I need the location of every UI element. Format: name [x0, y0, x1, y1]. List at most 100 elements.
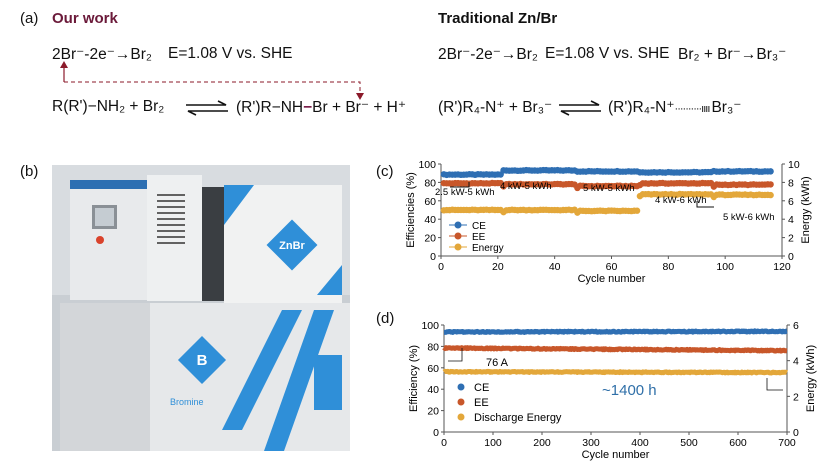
x-tick-label: 120 — [773, 261, 791, 273]
discharge-energy-series — [442, 368, 789, 376]
product-ammonium: (R')R₄-N⁺ — [608, 99, 675, 116]
x-axis-title: Cycle number — [582, 449, 650, 461]
tribromide-equation: Br₂ + Br⁻→Br₃⁻ — [678, 46, 787, 63]
traditional-oxidation-equation: 2Br⁻-2e⁻→Br₂ — [438, 46, 538, 63]
ee-series — [442, 345, 789, 354]
n-br-bond: − — [303, 99, 313, 116]
equilibrium-arrow-icon — [559, 100, 601, 116]
arrow-left-icon — [450, 182, 470, 188]
segment-label: 4 kW-6 kWh — [655, 195, 707, 206]
y-tick-label: 100 — [421, 320, 439, 332]
y2-tick-label: 0 — [788, 251, 794, 263]
legend-marker — [454, 232, 462, 240]
legend-marker — [454, 221, 462, 229]
legend-label: CE — [472, 221, 486, 232]
y-tick-label: 0 — [430, 251, 436, 263]
y-tick-label: 60 — [427, 363, 439, 375]
legend-marker — [457, 398, 465, 406]
x-tick-label: 600 — [729, 437, 747, 449]
regeneration-arrow — [60, 61, 364, 100]
our-potential: E=1.08 V vs. SHE — [168, 45, 293, 62]
energy-point — [633, 207, 641, 214]
panel-a-label: (a) — [20, 10, 39, 27]
our-reactants: R(R')−NH₂ + Br₂ — [52, 98, 165, 115]
ce-point — [767, 168, 774, 175]
emergency-stop-button — [96, 236, 104, 244]
duration-annotation: ~1400 h — [602, 382, 657, 399]
y-tick-label: 100 — [418, 159, 436, 171]
chart-d: 0 100 200 300 400 500 600 7000204060801000246Cy… — [408, 320, 817, 461]
equilibrium-arrow-icon — [186, 100, 228, 116]
traditional-potential: E=1.08 V vs. SHE — [545, 45, 670, 62]
x-tick-label: 0 — [438, 261, 444, 273]
traditional-products: (R')R₄-N⁺··········ıııı Br₃⁻ — [608, 99, 742, 116]
x-tick-label: 40 — [549, 261, 561, 273]
y2-tick-label: 6 — [788, 196, 794, 208]
segment-label: 4 kW-5 kWh — [500, 181, 552, 192]
segment-label: 5 kW-6 kWh — [723, 212, 775, 223]
x-tick-label: 700 — [778, 437, 796, 449]
legend-label: Energy — [472, 243, 504, 254]
x-tick-label: 500 — [680, 437, 698, 449]
traditional-title: Traditional Zn/Br — [438, 10, 558, 27]
x-axis-title: Cycle number — [578, 273, 646, 285]
y2-tick-label: 2 — [788, 233, 794, 245]
legend-marker — [457, 383, 465, 391]
ee-point — [767, 181, 774, 188]
x-tick-label: 200 — [533, 437, 551, 449]
y-tick-label: 40 — [427, 384, 439, 396]
battery-system-photo: ZnBr B Bromine — [52, 165, 350, 451]
x-tick-label: 100 — [716, 261, 734, 273]
legend-label: Discharge Energy — [474, 412, 562, 424]
ce-series — [442, 328, 789, 335]
product-rest: Br + Br⁻ + H⁺ — [312, 99, 407, 116]
y-tick-label: 80 — [427, 341, 439, 353]
y2-tick-label: 6 — [793, 320, 799, 332]
x-tick-label: 0 — [441, 437, 447, 449]
y-tick-label: 20 — [427, 406, 439, 418]
legend-label: EE — [472, 232, 486, 243]
traditional-reactants: (R')R₄-N⁺ + Br₃⁻ — [438, 99, 553, 116]
current-annotation: 76 A — [486, 357, 509, 369]
legend-marker — [457, 413, 465, 421]
our-oxidation-equation: 2Br⁻-2e⁻→Br₂ — [52, 46, 152, 63]
bromine-brand-text: Bromine — [170, 397, 204, 407]
y2-tick-label: 4 — [793, 356, 799, 368]
y-tick-label: 60 — [424, 196, 436, 208]
y-tick-label: 40 — [424, 214, 436, 226]
energy-point — [767, 191, 774, 199]
y2-axis-title: Energy (kWh) — [800, 176, 812, 243]
chart-c: 0 20 40 60 80 100 1200204060801000246810Cycle … — [405, 159, 812, 285]
x-tick-label: 300 — [582, 437, 600, 449]
y-axis-title: Efficiency (%) — [408, 345, 420, 412]
arrow-right-icon — [766, 378, 783, 391]
y-tick-label: 0 — [433, 427, 439, 439]
x-tick-label: 400 — [631, 437, 649, 449]
znbr-logo-text: ZnBr — [279, 240, 305, 252]
y-axis-title: Efficiencies (%) — [405, 172, 417, 248]
y2-tick-label: 2 — [793, 391, 799, 403]
y-tick-label: 20 — [424, 233, 436, 245]
product-tribromide: Br₃⁻ — [711, 99, 742, 116]
y2-tick-label: 10 — [788, 159, 800, 171]
x-tick-label: 60 — [606, 261, 618, 273]
x-tick-label: 20 — [492, 261, 504, 273]
segment-label: 2.5 kW-5 kWh — [435, 187, 494, 198]
our-products: (R')R−NH−Br + Br⁻ + H⁺ — [236, 98, 406, 117]
bromine-logo-letter: B — [197, 352, 208, 369]
legend-label: EE — [474, 397, 489, 409]
y2-tick-label: 4 — [788, 214, 794, 226]
arrow-right-icon — [696, 201, 714, 208]
x-tick-label: 100 — [484, 437, 502, 449]
product-amine: (R')R−NH — [236, 99, 304, 116]
segment-label: 5 kW-5 kWh — [583, 183, 635, 194]
legend-label: CE — [474, 382, 489, 394]
y2-tick-label: 0 — [793, 427, 799, 439]
bromine-logo — [177, 335, 227, 385]
arrow-down-icon — [356, 93, 364, 100]
arrow-left-icon — [448, 348, 463, 362]
y2-axis-title: Energy (kWh) — [805, 345, 817, 412]
arrow-up-icon — [60, 61, 68, 68]
panel-b-label: (b) — [20, 163, 39, 180]
